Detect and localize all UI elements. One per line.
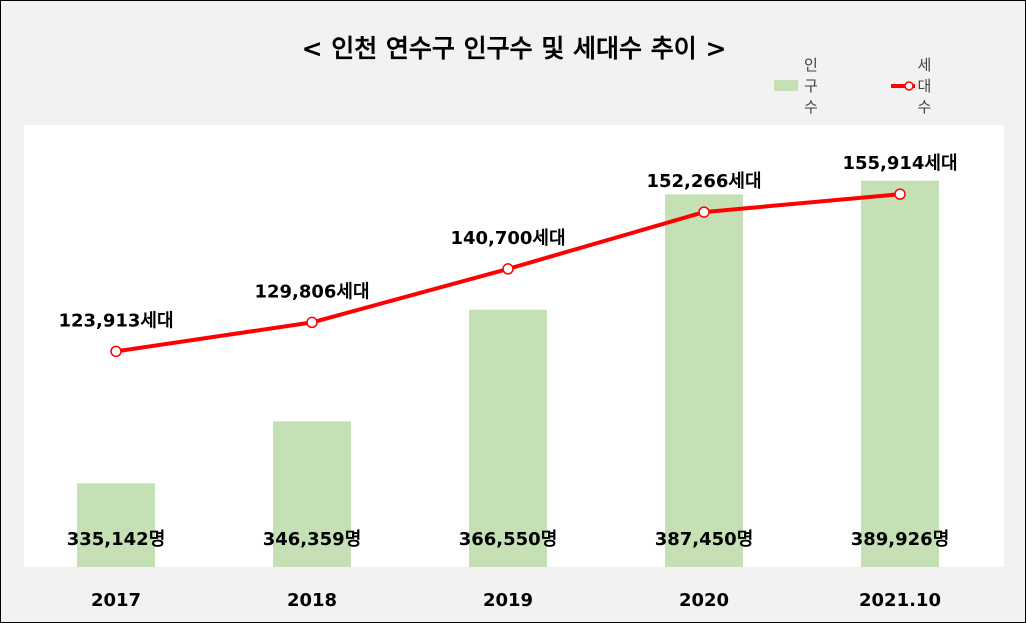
legend-line-swatch — [891, 80, 916, 91]
line-marker-households-4 — [894, 188, 906, 200]
chart-title: < 인천 연수구 인구수 및 세대수 추이 > — [301, 34, 727, 63]
line-label-households-2: 140,700세대 — [450, 228, 565, 249]
bar-population-4 — [861, 180, 939, 567]
line-marker-households-1 — [306, 316, 318, 329]
bar-population-3 — [665, 194, 743, 567]
x-tick-label-0: 2017 — [91, 590, 141, 611]
legend-bar-swatch — [774, 80, 798, 91]
line-marker-households-2 — [502, 263, 514, 275]
bar-label-population-4: 389,926명 — [851, 529, 950, 550]
bar-label-population-2: 366,550명 — [459, 529, 558, 550]
bar-label-population-0: 335,142명 — [67, 529, 166, 550]
x-tick-label-2: 2019 — [483, 590, 533, 611]
x-tick-label-4: 2021.10 — [859, 590, 941, 611]
legend-label-population: 인구수 — [803, 56, 818, 116]
bar-label-population-1: 346,359명 — [263, 529, 362, 550]
line-label-households-0: 123,913세대 — [58, 310, 173, 331]
x-tick-label-1: 2018 — [287, 590, 337, 611]
bar-population-1 — [273, 421, 351, 567]
legend-item-population: 인구수 — [774, 54, 831, 117]
bar-population-2 — [469, 309, 547, 567]
line-marker-households-3 — [698, 206, 710, 218]
line-marker-households-0 — [110, 345, 122, 358]
bar-label-population-3: 387,450명 — [655, 529, 754, 550]
line-label-households-1: 129,806세대 — [254, 281, 369, 302]
legend-label-households: 세대수 — [917, 56, 932, 116]
legend-item-households: 세대수 — [889, 54, 945, 117]
line-label-households-4: 155,914세대 — [842, 153, 957, 174]
line-label-households-3: 152,266세대 — [646, 171, 761, 192]
bar-population-0 — [77, 483, 155, 567]
x-tick-label-3: 2020 — [679, 590, 729, 611]
